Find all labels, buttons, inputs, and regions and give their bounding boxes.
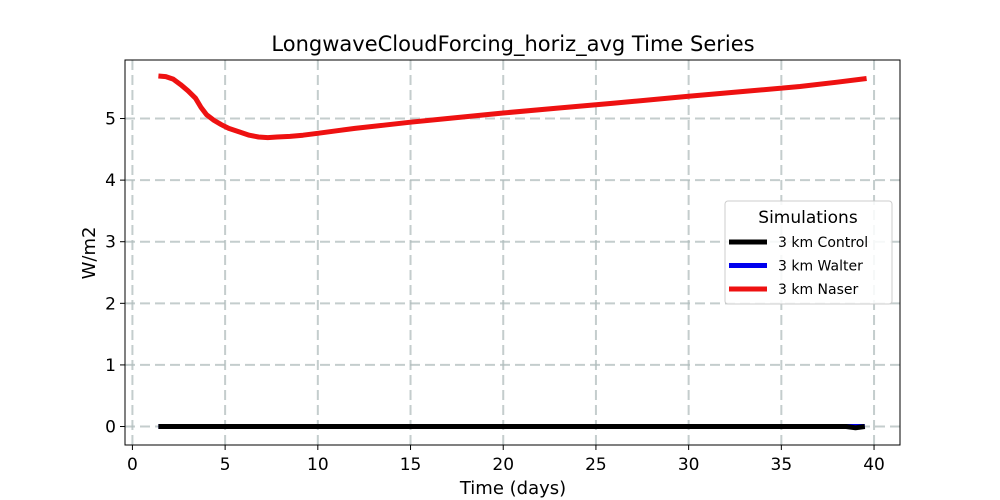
- axis-ticks: 0 5 10 15 20 25 30 35 40 0 1 2 3 4 5: [105, 110, 885, 475]
- x-tick-label: 15: [400, 455, 422, 475]
- y-axis-label: W/m2: [79, 227, 100, 280]
- legend-label-3-km-naser: 3 km Naser: [778, 282, 859, 298]
- x-tick-label: 0: [127, 455, 138, 475]
- x-tick-label: 5: [220, 455, 231, 475]
- series-lines: [158, 73, 867, 431]
- x-tick-label: 10: [307, 455, 329, 475]
- plot-frame: [124, 59, 901, 446]
- y-tick-label: 5: [105, 110, 116, 130]
- legend-entries: 3 km Control 3 km Walter 3 km Naser: [729, 235, 868, 298]
- legend-label-3-km-control: 3 km Control: [778, 235, 868, 251]
- series-line-3-km-control: [158, 424, 866, 431]
- x-tick-label: 40: [863, 455, 885, 475]
- y-tick-label: 2: [105, 294, 116, 314]
- legend-label-3-km-walter: 3 km Walter: [778, 259, 863, 275]
- y-tick-label: 0: [105, 418, 116, 438]
- y-tick-label: 4: [105, 171, 116, 191]
- x-tick-label: 25: [585, 455, 607, 475]
- chart-title: LongwaveCloudForcing_horiz_avg Time Seri…: [271, 32, 754, 57]
- x-tick-label: 20: [492, 455, 514, 475]
- legend-title: Simulations: [758, 208, 858, 228]
- series-line-3-km-naser: [158, 73, 867, 141]
- y-tick-label: 1: [105, 356, 116, 376]
- y-tick-label: 3: [105, 233, 116, 253]
- x-tick-label: 35: [771, 455, 793, 475]
- legend-box: [724, 200, 893, 305]
- x-tick-label: 30: [678, 455, 700, 475]
- x-axis-label: Time (days): [459, 478, 566, 499]
